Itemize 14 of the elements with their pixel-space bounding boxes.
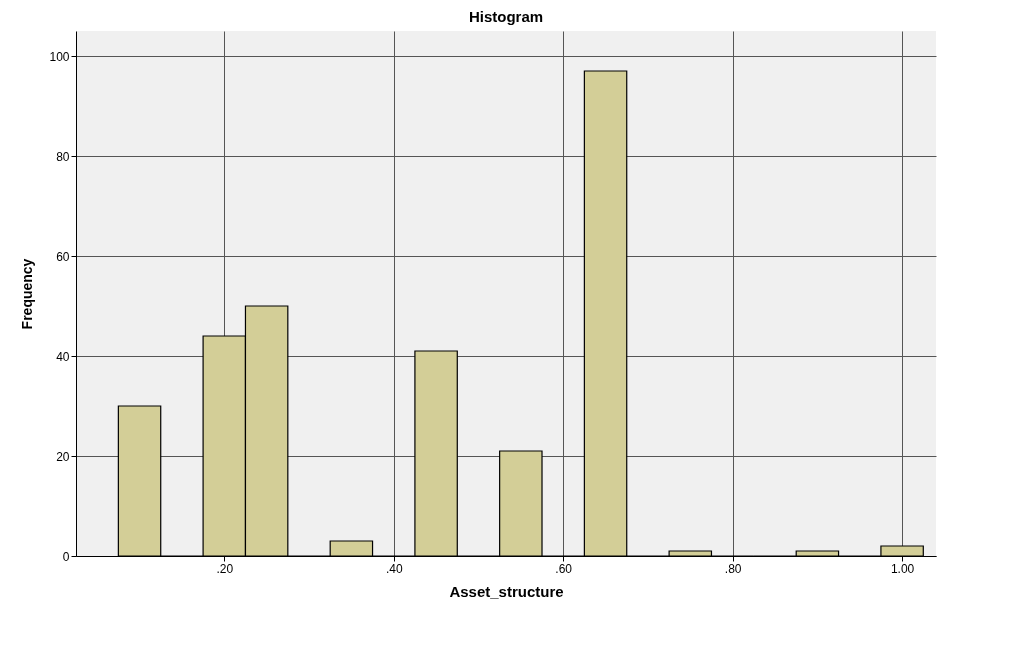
x-tick-label: .80	[724, 561, 742, 576]
y-tick-label: 80	[56, 149, 70, 164]
y-tick-label: 40	[56, 349, 70, 364]
x-axis-title: Asset_structure	[449, 582, 564, 600]
y-axis-title: Frequency	[19, 258, 36, 330]
x-tick-label: .40	[385, 561, 403, 576]
x-tick-label: .20	[216, 561, 234, 576]
y-tick-label: 100	[49, 49, 70, 64]
y-tick-label: 0	[62, 549, 70, 564]
y-tick-label: 20	[56, 449, 70, 464]
x-tick-label: .60	[555, 561, 573, 576]
x-tick-label: 1.00	[890, 561, 915, 576]
y-tick-label: 60	[56, 249, 70, 264]
chart-title: Histogram	[468, 8, 544, 25]
